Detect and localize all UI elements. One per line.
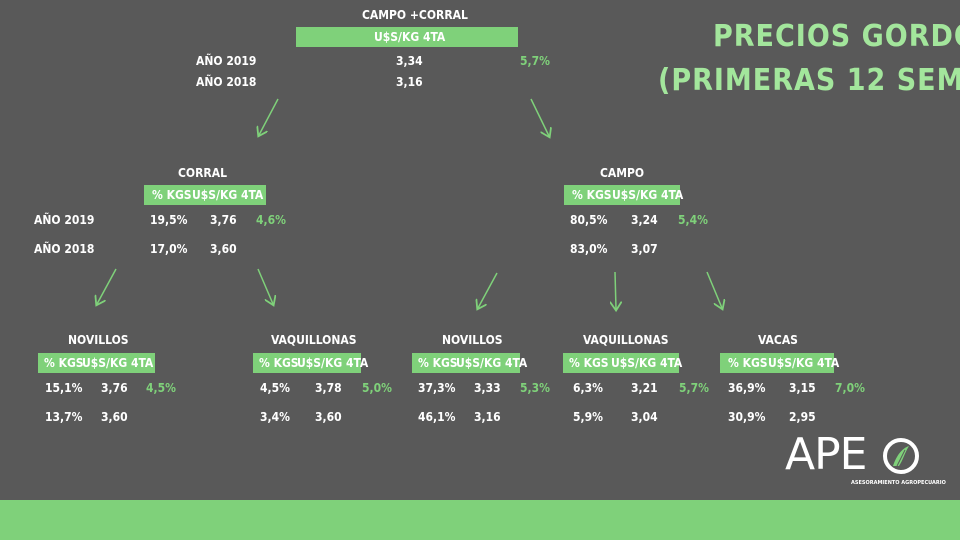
corral-2019-price: 3,76 (210, 213, 237, 227)
leaf-header-price: U$S/KG 4TA (456, 356, 528, 370)
campo-node-name: CAMPO (600, 166, 645, 180)
leaf-header-kgs: % KGS (44, 356, 84, 370)
campo-2019-kgs: 80,5% (570, 213, 608, 227)
leaf-header-price: U$S/KG 4TA (768, 356, 840, 370)
year-label-2019: AÑO 2019 (34, 213, 95, 227)
leaf-vaquillonas-campo-2019-change: 5,7% (679, 381, 709, 395)
corral-node-name: CORRAL (178, 166, 227, 180)
leaf-header-kgs: % KGS (728, 356, 768, 370)
leaf-vaquillonas-corral-header: % KGS U$S/KG 4TA (253, 353, 368, 373)
leaf-novillos-corral-name: NOVILLOS (68, 333, 129, 347)
leaf-vacas-2019-change: 7,0% (835, 381, 865, 395)
arrow-campo-to-vacas (706, 271, 722, 308)
leaf-vaquillonas-campo-name: VAQUILLONAS (583, 333, 669, 347)
leaf-novillos-campo-header: % KGS U$S/KG 4TA (412, 353, 527, 373)
leaf-header-price: U$S/KG 4TA (611, 356, 683, 370)
leaf-novillos-corral-2019-price: 3,76 (101, 381, 128, 395)
slide-title-line1: PRECIOS GORDO (713, 19, 960, 54)
leaf-novillos-campo-2019-kgs: 37,3% (418, 381, 456, 395)
leaf-vaquillonas-corral-2018-price: 3,60 (315, 410, 342, 424)
ape-logo: APE ASESORAMIENTO AGROPECUARIO (785, 429, 946, 492)
arrow-top-to-campo (530, 98, 549, 136)
leaf-vaquillonas-campo-2019-kgs: 6,3% (573, 381, 603, 395)
corral-2019-change: 4,6% (256, 213, 286, 227)
leaf-circle-icon (883, 438, 919, 474)
leaf-header-kgs: % KGS (418, 356, 458, 370)
leaf-vaquillonas-corral-2019-price: 3,78 (315, 381, 342, 395)
arrow-campo-to-novillos (478, 272, 498, 308)
campo-header-price: U$S/KG 4TA (612, 188, 684, 202)
leaf-header-kgs: % KGS (259, 356, 299, 370)
corral-2018-price: 3,60 (210, 242, 237, 256)
leaf-header-price: U$S/KG 4TA (297, 356, 369, 370)
leaf-vaquillonas-campo-2019-price: 3,21 (631, 381, 658, 395)
slide-title-line2: (PRIMERAS 12 SEMANAS) (658, 63, 960, 98)
leaf-novillos-campo-2019-change: 5,3% (520, 381, 550, 395)
top-row-2018-label: AÑO 2018 (196, 75, 257, 89)
leaf-vaquillonas-corral-2018-kgs: 3,4% (260, 410, 290, 424)
footer-bar (0, 500, 960, 540)
leaf-novillos-campo-2019-price: 3,33 (474, 381, 501, 395)
leaf-vacas-2018-price: 2,95 (789, 410, 816, 424)
top-row-2019-label: AÑO 2019 (196, 54, 257, 68)
leaf-novillos-campo-name: NOVILLOS (442, 333, 503, 347)
leaf-vacas-name: VACAS (758, 333, 798, 347)
campo-2019-change: 5,4% (678, 213, 708, 227)
logo-tagline: ASESORAMIENTO AGROPECUARIO (851, 480, 946, 486)
corral-2018-kgs: 17,0% (150, 242, 188, 256)
campo-2018-price: 3,07 (631, 242, 658, 256)
campo-2019-price: 3,24 (631, 213, 658, 227)
year-label-2018: AÑO 2018 (34, 242, 95, 256)
corral-header-kgs: % KGS (152, 188, 192, 202)
leaf-novillos-campo-2018-price: 3,16 (474, 410, 501, 424)
arrow-campo-to-vaquillonas (615, 271, 616, 309)
arrow-top-to-corral (259, 98, 279, 135)
campo-2018-kgs: 83,0% (570, 242, 608, 256)
top-row-2019-price: 3,34 (396, 54, 423, 68)
leaf-vaquillonas-corral-2019-kgs: 4,5% (260, 381, 290, 395)
campo-header-kgs: % KGS (572, 188, 612, 202)
leaf-vaquillonas-campo-header: % KGS U$S/KG 4TA (563, 353, 683, 373)
leaf-novillos-corral-2019-kgs: 15,1% (45, 381, 83, 395)
leaf-vacas-2019-kgs: 36,9% (728, 381, 766, 395)
leaf-vaquillonas-corral-2019-change: 5,0% (362, 381, 392, 395)
corral-2019-kgs: 19,5% (150, 213, 188, 227)
leaf-vacas-2019-price: 3,15 (789, 381, 816, 395)
top-header-bar: U$S/KG 4TA (296, 27, 518, 47)
leaf-header-price: U$S/KG 4TA (82, 356, 154, 370)
leaf-novillos-corral-2018-kgs: 13,7% (45, 410, 83, 424)
leaf-novillos-campo-2018-kgs: 46,1% (418, 410, 456, 424)
top-row-2019-change: 5,7% (520, 54, 550, 68)
arrow-corral-to-vaquillonas (257, 268, 273, 304)
leaf-header-kgs: % KGS (569, 356, 609, 370)
leaf-novillos-corral-2019-change: 4,5% (146, 381, 176, 395)
top-header-label: U$S/KG 4TA (374, 30, 446, 44)
logo-text: APE (785, 429, 867, 480)
top-node-name: CAMPO +CORRAL (362, 8, 468, 22)
corral-header-price: U$S/KG 4TA (192, 188, 264, 202)
leaf-vaquillonas-campo-2018-kgs: 5,9% (573, 410, 603, 424)
leaf-novillos-corral-header: % KGS U$S/KG 4TA (38, 353, 155, 373)
leaf-novillos-corral-2018-price: 3,60 (101, 410, 128, 424)
campo-header-bar: % KGS U$S/KG 4TA (564, 185, 684, 205)
corral-header-bar: % KGS U$S/KG 4TA (144, 185, 266, 205)
top-row-2018-price: 3,16 (396, 75, 423, 89)
leaf-vaquillonas-campo-2018-price: 3,04 (631, 410, 658, 424)
leaf-vacas-2018-kgs: 30,9% (728, 410, 766, 424)
leaf-vacas-header: % KGS U$S/KG 4TA (720, 353, 839, 373)
leaf-vaquillonas-corral-name: VAQUILLONAS (271, 333, 357, 347)
arrow-corral-to-novillos (97, 268, 117, 304)
